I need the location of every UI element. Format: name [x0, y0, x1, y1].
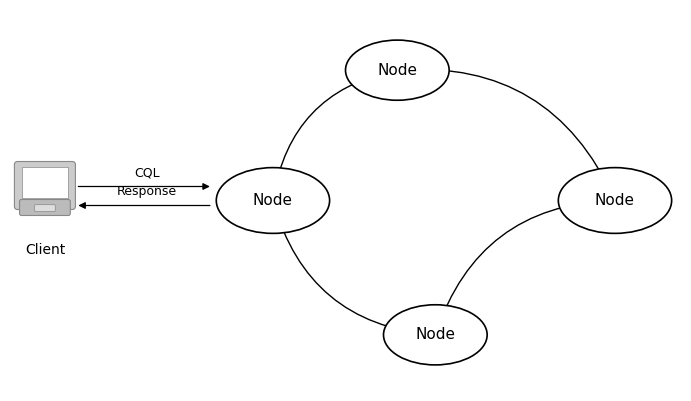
FancyBboxPatch shape [19, 200, 70, 215]
Text: Node: Node [415, 327, 455, 342]
FancyBboxPatch shape [22, 167, 68, 198]
Ellipse shape [346, 40, 449, 100]
Text: Node: Node [253, 193, 293, 208]
Ellipse shape [216, 168, 330, 233]
FancyBboxPatch shape [35, 205, 55, 211]
FancyBboxPatch shape [15, 162, 75, 209]
Text: Node: Node [595, 193, 635, 208]
Text: Node: Node [377, 63, 417, 78]
Ellipse shape [558, 168, 672, 233]
Text: Response: Response [117, 186, 177, 198]
Text: Client: Client [25, 243, 65, 257]
Ellipse shape [384, 305, 487, 365]
Text: CQL: CQL [134, 166, 160, 180]
